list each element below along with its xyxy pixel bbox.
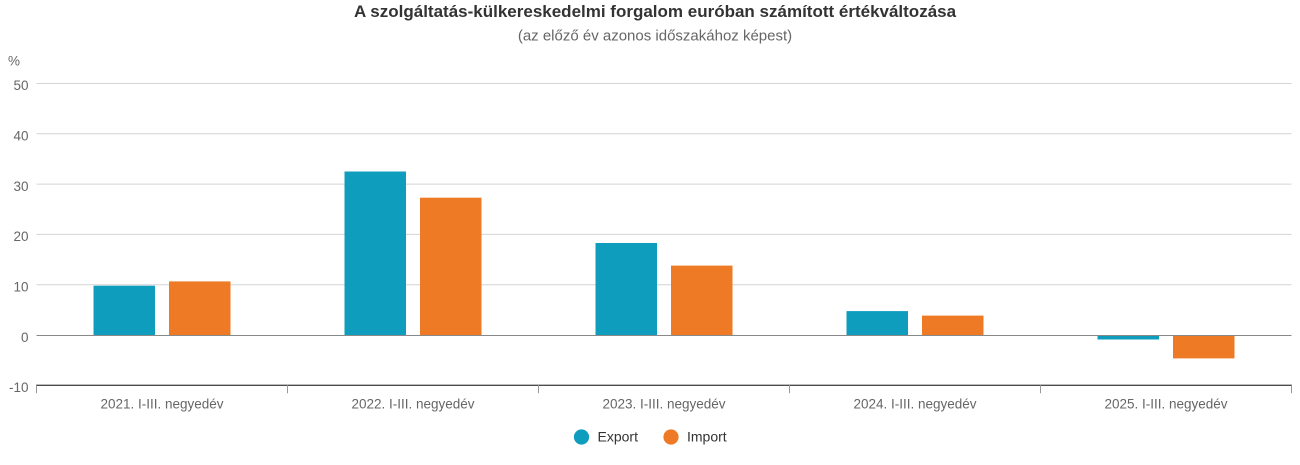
svg-text:A szolgáltatás-külkereskedelmi: A szolgáltatás-külkereskedelmi forgalom …	[354, 2, 957, 21]
svg-text:40: 40	[13, 129, 28, 144]
svg-text:-10: -10	[9, 380, 29, 395]
svg-text:2024. I-III. negyedév: 2024. I-III. negyedév	[853, 397, 976, 412]
svg-text:2021. I-III. negyedév: 2021. I-III. negyedév	[100, 397, 223, 412]
svg-text:Export: Export	[598, 429, 639, 445]
svg-text:30: 30	[13, 179, 28, 194]
svg-text:2022. I-III. negyedév: 2022. I-III. negyedév	[351, 397, 474, 412]
svg-text:(az előző év azonos időszakáho: (az előző év azonos időszakához képest)	[518, 28, 792, 45]
svg-text:10: 10	[13, 280, 28, 295]
svg-text:Import: Import	[687, 429, 727, 445]
svg-text:%: %	[8, 54, 20, 69]
svg-text:2023. I-III. negyedév: 2023. I-III. negyedév	[602, 397, 725, 412]
svg-text:2025. I-III. negyedév: 2025. I-III. negyedév	[1104, 397, 1227, 412]
svg-text:50: 50	[13, 78, 28, 93]
svg-text:20: 20	[13, 229, 28, 244]
svg-text:0: 0	[21, 330, 29, 345]
